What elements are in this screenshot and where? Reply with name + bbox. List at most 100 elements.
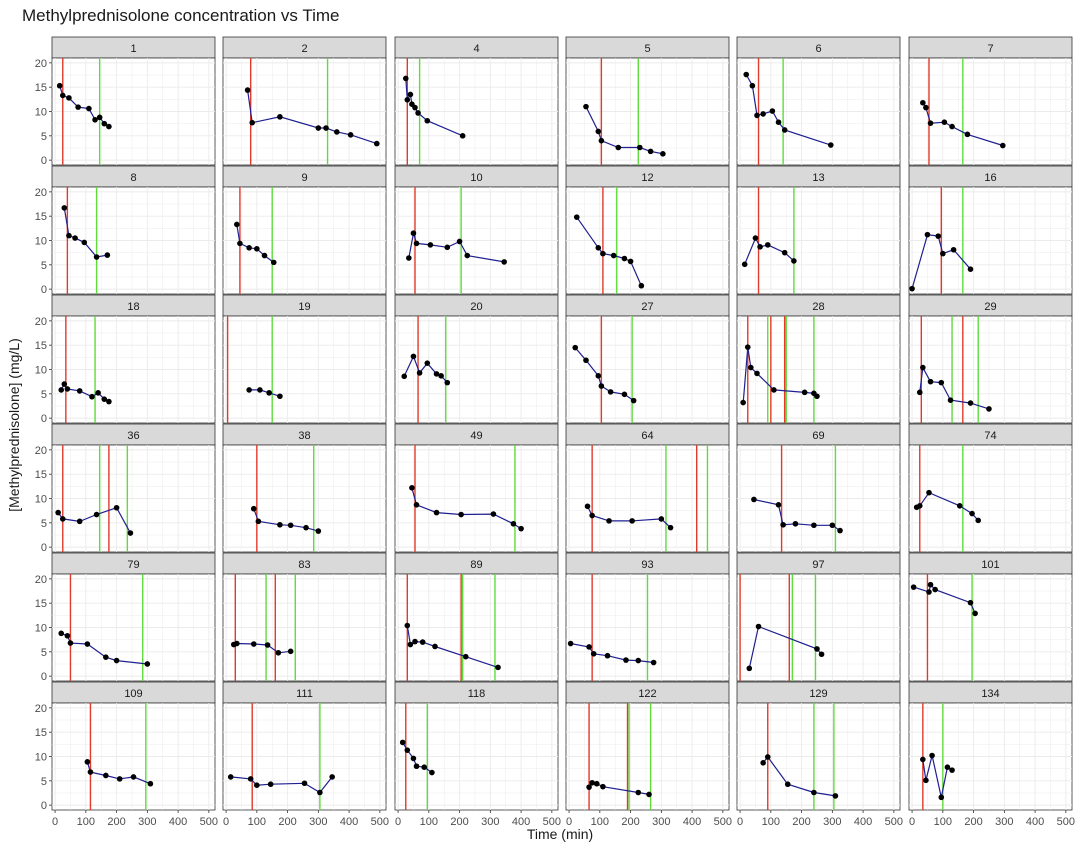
x-tick-label: 300: [652, 816, 670, 828]
y-tick-label: 0: [41, 284, 47, 296]
data-point: [967, 266, 974, 272]
facet-strip-label: 49: [470, 430, 482, 442]
facet-strip-label: 6: [815, 43, 821, 55]
x-tick-label: 100: [420, 816, 438, 828]
data-point: [58, 387, 65, 393]
data-point: [373, 140, 380, 147]
facet-panel-101: 101: [908, 552, 1073, 682]
facet-strip-label: 2: [301, 43, 307, 55]
facet-panel-10: 10: [394, 165, 559, 295]
data-point: [61, 381, 68, 387]
data-point: [93, 254, 100, 260]
y-tick-label: 0: [41, 155, 47, 167]
data-point: [86, 105, 92, 112]
data-point: [828, 142, 834, 148]
data-point: [584, 503, 591, 510]
facet-strip-label: 27: [641, 301, 653, 313]
data-point: [429, 769, 435, 776]
data-point: [96, 114, 103, 121]
x-tick-label: 100: [934, 816, 952, 828]
data-point: [261, 252, 268, 259]
data-point: [589, 512, 595, 519]
facet-strip-label: 69: [812, 430, 824, 442]
data-point: [277, 521, 283, 528]
x-tick-label: 100: [762, 816, 780, 828]
x-tick-label: 0: [566, 816, 572, 828]
facet-strip-label: 29: [984, 301, 996, 313]
data-point: [638, 282, 645, 289]
x-tick-label: 0: [395, 816, 401, 828]
x-tick-label: 300: [138, 816, 156, 828]
data-point: [104, 252, 111, 258]
series-line: [249, 389, 281, 397]
data-point: [635, 789, 642, 796]
data-point: [744, 344, 751, 350]
data-point: [127, 530, 134, 536]
data-point: [606, 518, 612, 524]
facet-panel-6: 6: [736, 36, 901, 166]
data-point: [589, 779, 595, 786]
data-point: [567, 640, 574, 647]
data-point: [792, 520, 799, 527]
facet-strip-label: 134: [981, 688, 999, 700]
y-tick-label: 10: [35, 365, 47, 377]
y-tick-label: 15: [35, 82, 47, 94]
data-point: [277, 393, 283, 400]
x-tick-label: 500: [543, 816, 561, 828]
facet-panel-89: 89: [394, 552, 559, 682]
x-tick-label: 100: [591, 816, 609, 828]
y-tick-label: 20: [35, 445, 47, 457]
data-point: [600, 783, 606, 790]
y-tick-label: 10: [35, 752, 47, 764]
data-point: [627, 258, 634, 265]
facet-strip-label: 28: [812, 301, 824, 313]
x-tick-label: 500: [714, 816, 732, 828]
data-point: [67, 640, 74, 646]
data-point: [323, 125, 329, 131]
data-point: [84, 759, 91, 765]
data-point: [746, 665, 753, 672]
data-point: [926, 489, 932, 496]
facet-strip-label: 7: [987, 43, 993, 55]
facet-panel-36: 36 0 5 10 15 20: [35, 423, 216, 554]
data-point: [495, 664, 501, 671]
data-point: [464, 252, 471, 259]
facet-panel-20: 20: [394, 294, 559, 424]
data-point: [301, 780, 308, 787]
data-point: [401, 373, 408, 380]
facet-strip-label: 18: [127, 301, 139, 313]
x-tick-label: 400: [854, 816, 872, 828]
data-point: [277, 114, 283, 120]
facet-strip-label: 118: [468, 688, 486, 700]
data-point: [458, 511, 464, 518]
data-point: [254, 245, 260, 252]
y-tick-label: 0: [41, 413, 47, 425]
data-point: [61, 205, 68, 211]
data-point: [58, 630, 65, 637]
data-point: [267, 781, 274, 788]
y-tick-label: 15: [35, 469, 47, 481]
facet-panel-8: 8 0 5 10 15 20: [35, 165, 216, 296]
data-point: [1000, 142, 1006, 149]
data-point: [764, 754, 771, 760]
data-point: [116, 776, 123, 782]
facet-strip-label: 129: [809, 688, 827, 700]
data-point: [837, 527, 843, 534]
data-point: [399, 739, 406, 746]
data-point: [635, 657, 642, 664]
y-tick-label: 5: [41, 647, 47, 659]
data-point: [975, 517, 981, 524]
data-point: [811, 522, 817, 529]
facet-strip-label: 74: [984, 430, 996, 442]
data-point: [87, 769, 94, 775]
data-point: [413, 502, 420, 508]
data-point: [433, 509, 440, 516]
facet-panel-83: 83: [222, 552, 387, 682]
facet-panel-18: 18 0 5 10 15 20: [35, 294, 216, 425]
data-point: [66, 232, 72, 239]
facet-strip-label: 101: [981, 559, 999, 571]
x-tick-label: 100: [248, 816, 266, 828]
data-point: [630, 397, 637, 404]
